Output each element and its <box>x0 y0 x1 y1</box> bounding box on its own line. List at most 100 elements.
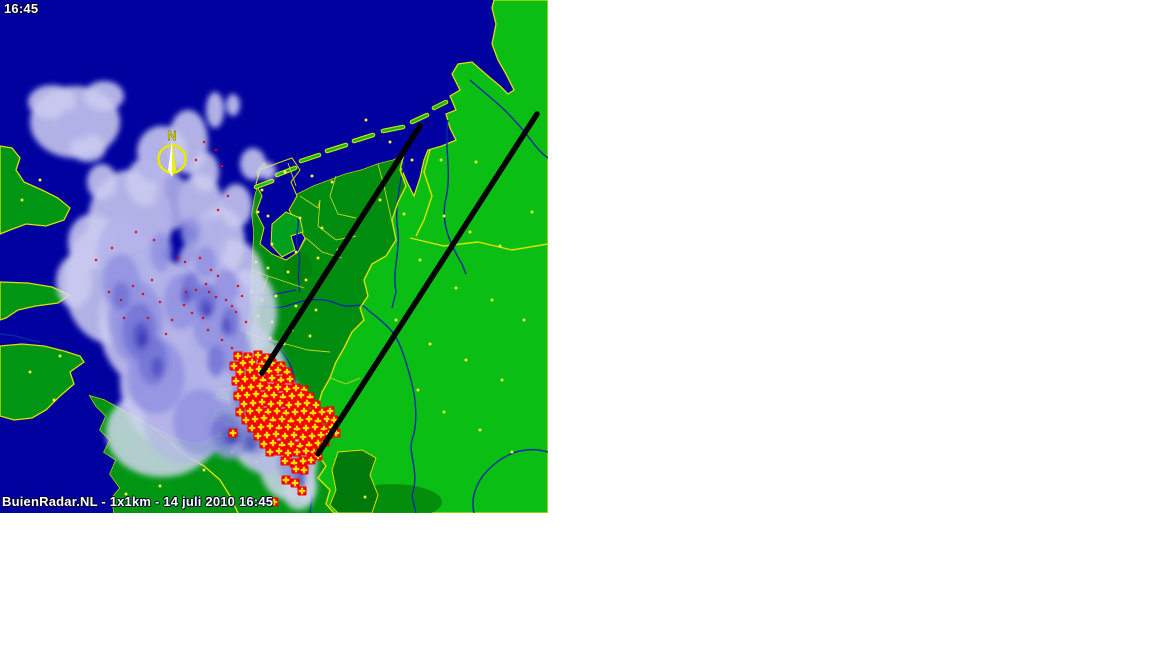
lightning-strike-icon <box>283 422 293 432</box>
lightning-strike-icon <box>316 430 326 440</box>
lightning-strike-icon <box>282 367 292 377</box>
lightning-strike-icon <box>238 358 248 368</box>
lightning-strike-icon <box>265 421 275 431</box>
radar-map-image: N <box>0 0 548 513</box>
england-kent <box>0 343 85 421</box>
lightning-strike-icon <box>255 381 265 391</box>
lightning-strike-icon <box>325 406 335 416</box>
lightning-strike-icon <box>233 391 243 401</box>
lightning-strike-icon <box>301 423 311 433</box>
lightning-strikes <box>228 350 341 507</box>
lightning-strike-icon <box>280 456 290 466</box>
lightning-strike-icon <box>272 406 282 416</box>
lightning-strike-icon <box>253 350 263 360</box>
lightning-strike-icon <box>313 438 323 448</box>
lightning-strike-icon <box>241 415 251 425</box>
lightning-strike-icon <box>273 382 283 392</box>
lightning-strike-icon <box>265 447 275 457</box>
lightning-strike-icon <box>297 486 307 496</box>
lightning-strike-icon <box>322 414 332 424</box>
compass-icon: N <box>157 128 187 177</box>
map-caption: BuienRadar.NL - 1x1km - 14 juli 2010 16:… <box>2 494 274 509</box>
lightning-strike-icon <box>245 365 255 375</box>
lightning-strike-icon <box>299 406 309 416</box>
lightning-strike-icon <box>275 398 285 408</box>
lightning-strike-icon <box>274 446 284 456</box>
lightning-strike-icon <box>254 405 264 415</box>
england-norfolk <box>0 145 71 235</box>
lightning-strike-icon <box>247 423 257 433</box>
lightning-strike-icon <box>253 431 263 441</box>
lightning-strike-icon <box>289 430 299 440</box>
lightning-strike-icon <box>267 373 277 383</box>
lightning-strike-icon <box>249 373 259 383</box>
lightning-strike-icon <box>283 448 293 458</box>
lightning-strike-icon <box>286 439 296 449</box>
lightning-strike-icon <box>269 390 279 400</box>
lightning-strike-icon <box>317 407 327 417</box>
lightning-strike-icon <box>251 389 261 399</box>
lightning-strike-icon <box>273 365 283 375</box>
lightning-strike-icon <box>298 432 308 442</box>
lightning-strike-icon <box>298 456 308 466</box>
lightning-strike-icon <box>231 376 241 386</box>
lightning-strike-icon <box>299 465 309 475</box>
lightning-strike-icon <box>259 413 269 423</box>
lightning-strike-icon <box>292 447 302 457</box>
lightning-strike-icon <box>264 383 274 393</box>
lightning-strike-icon <box>271 429 281 439</box>
annotation-lines <box>259 111 540 457</box>
lightning-strike-icon <box>242 390 252 400</box>
lightning-strike-icon <box>228 428 238 438</box>
heavy-rain-speckles <box>94 140 248 350</box>
lightning-strike-icon <box>280 431 290 441</box>
lightning-strike-icon <box>245 406 255 416</box>
lightning-strike-icon <box>293 399 303 409</box>
lightning-strike-icon <box>306 455 316 465</box>
lightning-strike-icon <box>290 478 300 488</box>
lightning-strike-icon <box>310 422 320 432</box>
lightning-strike-icon <box>235 407 245 417</box>
flevoland-polder <box>270 211 304 258</box>
lightning-strike-icon <box>302 398 312 408</box>
lightning-strike-icon <box>291 383 301 393</box>
veluwe-hills <box>284 252 312 284</box>
lightning-strike-icon <box>237 383 247 393</box>
lightning-strike-icon <box>282 384 292 394</box>
buienradar-map: N 16:45 BuienRadar.NL - 1x1km - 14 juli … <box>0 0 548 513</box>
england-essex <box>0 281 72 321</box>
lightning-strike-icon <box>284 400 294 410</box>
lightning-strike-icon <box>277 414 287 424</box>
lightning-strike-icon <box>291 464 301 474</box>
lightning-strike-icon <box>239 399 249 409</box>
lightning-strike-icon <box>287 391 297 401</box>
city-dots <box>20 118 534 499</box>
lightning-strike-icon <box>269 497 279 507</box>
lightning-strike-icon <box>257 397 267 407</box>
lightning-strike-icon <box>290 407 300 417</box>
lightning-strike-icon <box>233 351 243 361</box>
lightning-strike-icon <box>250 414 260 424</box>
eifel-dark-region <box>329 449 379 513</box>
lightning-strike-icon <box>276 375 286 385</box>
lightning-strike-icon <box>285 374 295 384</box>
lightning-strike-icon <box>256 422 266 432</box>
compass-north-label: N <box>167 128 176 143</box>
lightning-strike-icon <box>301 446 311 456</box>
lightning-strike-icon <box>295 415 305 425</box>
timestamp-overlay: 16:45 <box>4 1 39 16</box>
lightning-strike-icon <box>247 357 257 367</box>
lightning-strike-icon <box>307 431 317 441</box>
lightning-strike-icon <box>281 475 291 485</box>
lightning-strike-icon <box>246 382 256 392</box>
lightning-strike-icon <box>259 439 269 449</box>
lightning-strike-icon <box>262 430 272 440</box>
lightning-strike-icon <box>304 414 314 424</box>
lightning-strike-icon <box>311 400 321 410</box>
lightning-strike-icon <box>266 399 276 409</box>
lightning-strike-icon <box>296 390 306 400</box>
lightning-strike-icon <box>248 398 258 408</box>
lightning-strike-icon <box>235 367 245 377</box>
lightning-strike-icon <box>268 438 278 448</box>
lightning-strike-icon <box>240 374 250 384</box>
